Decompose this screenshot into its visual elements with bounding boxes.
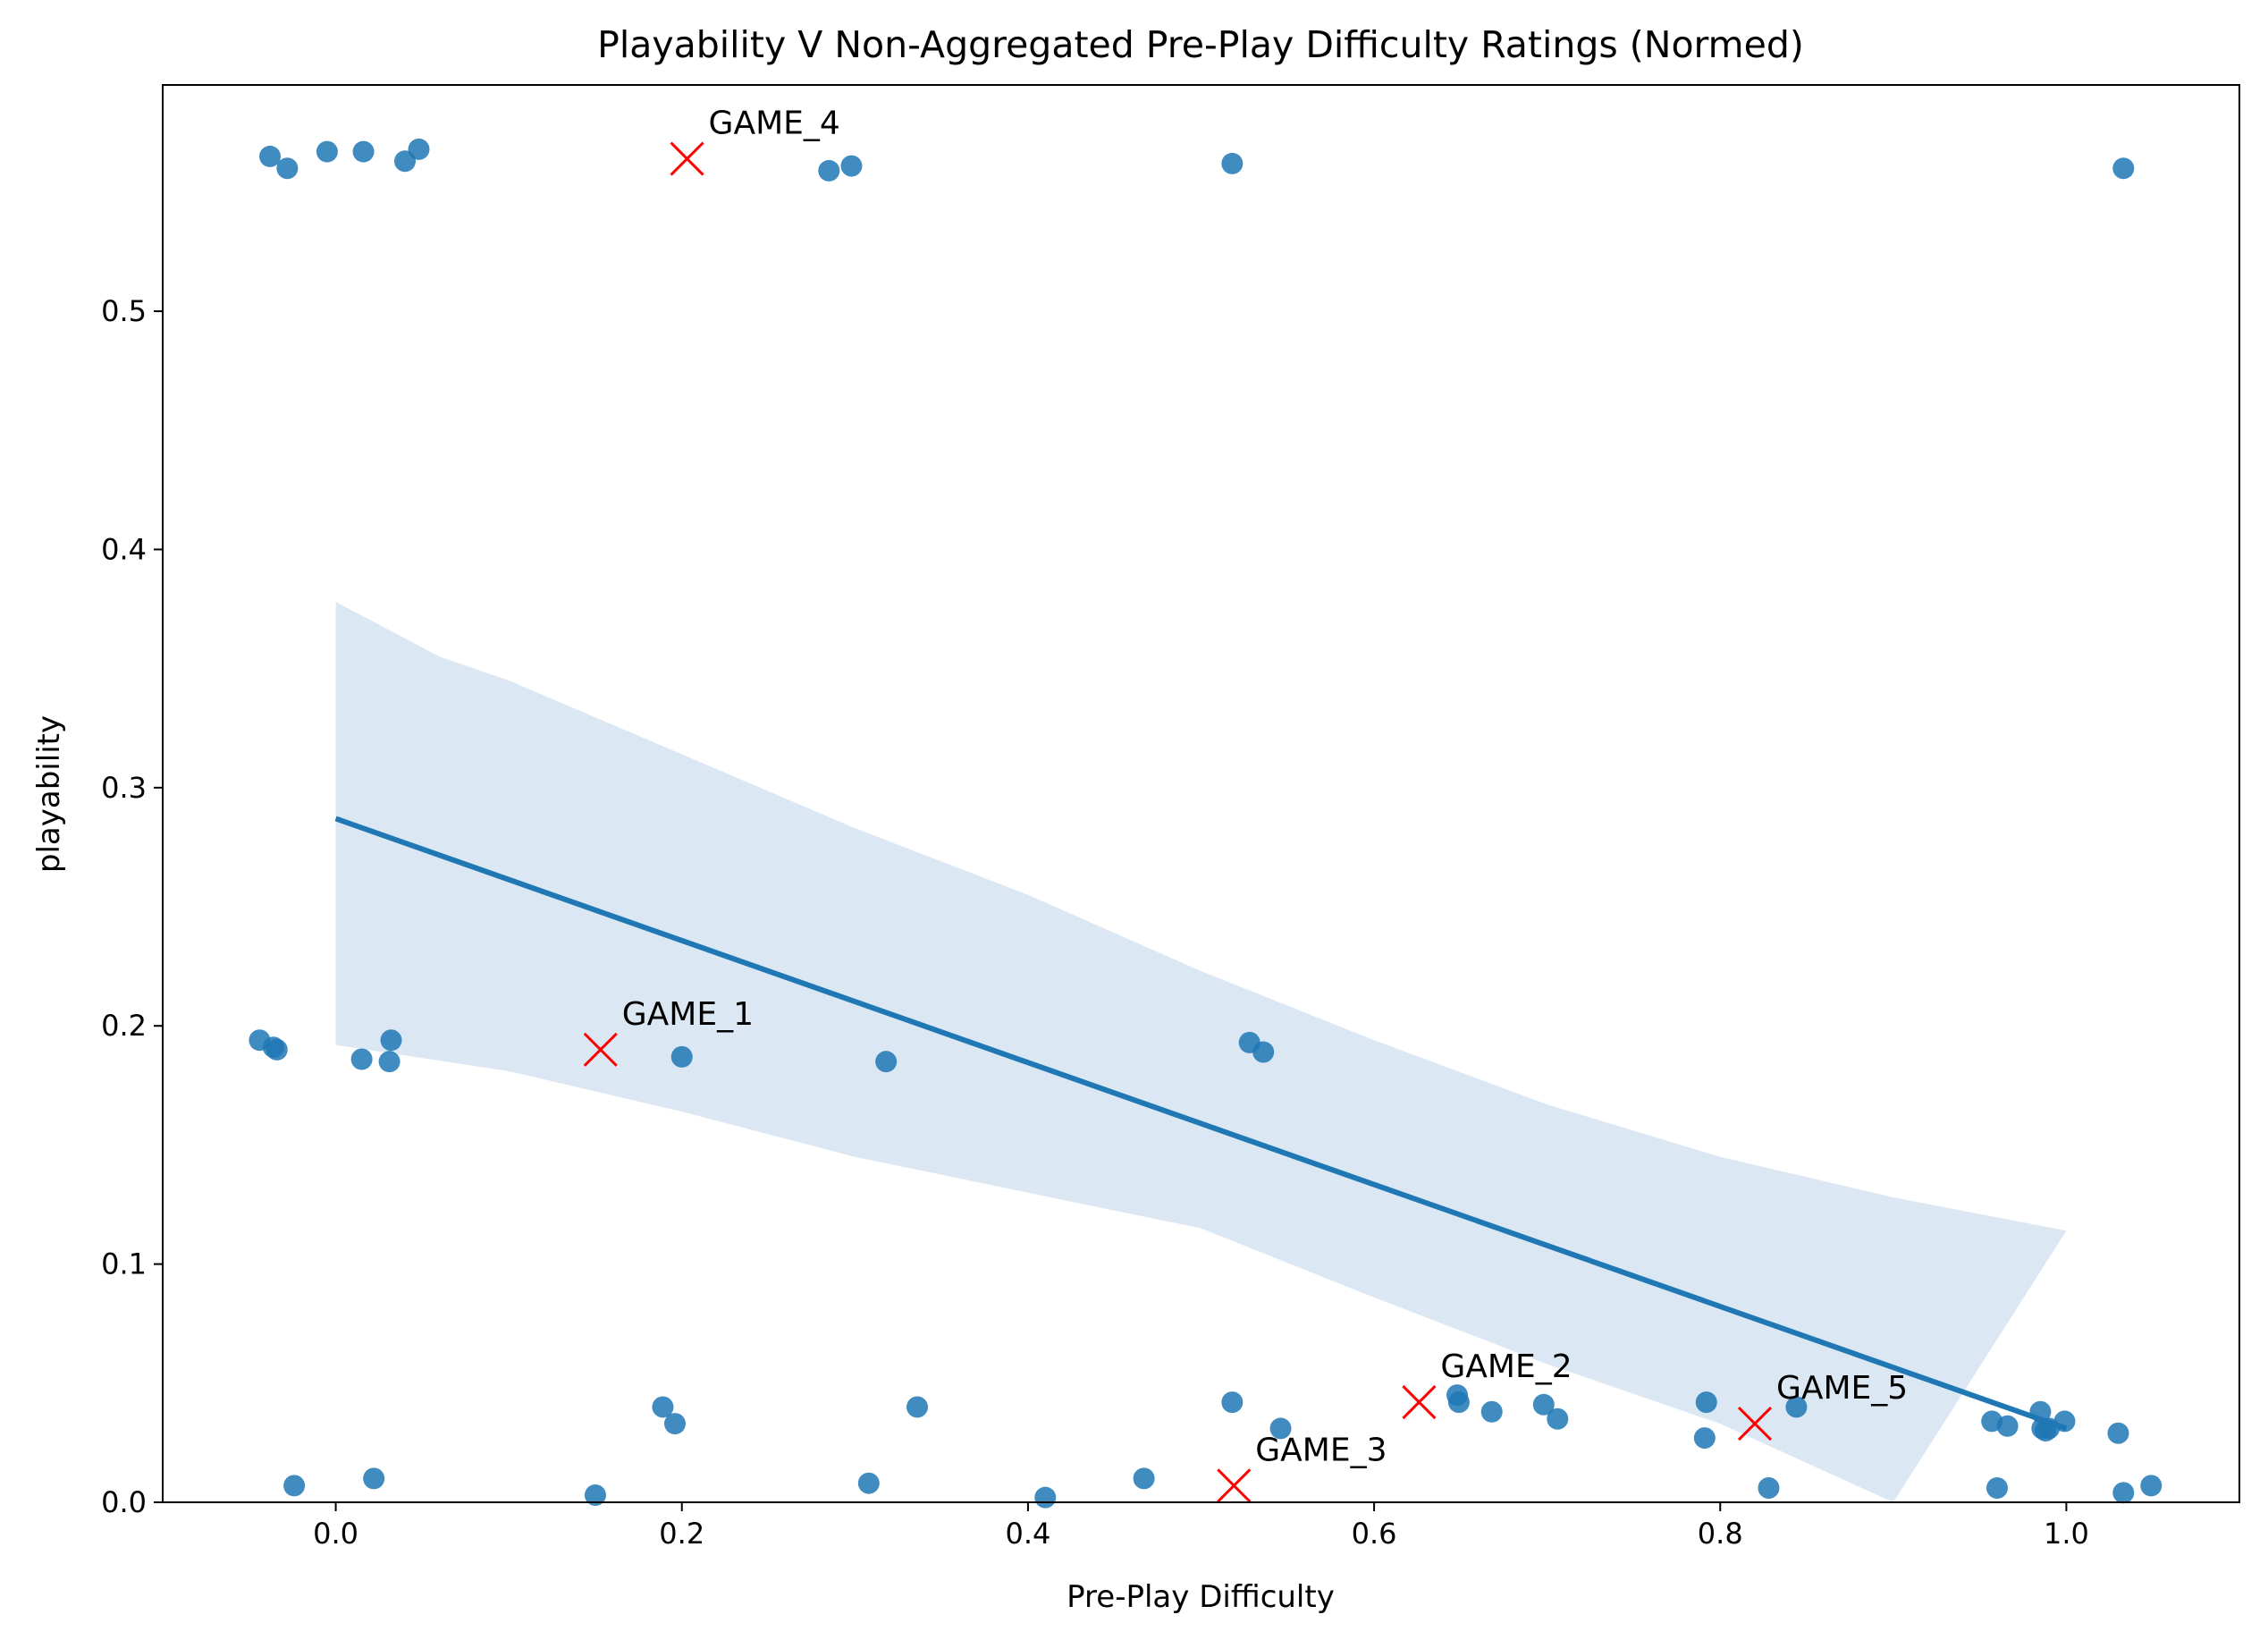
y-tick-label: 0.4 bbox=[101, 532, 147, 566]
axis-ticks-layer: 0.0 0.2 0.4 0.6 0.8 1.0 0.0 0.1 0.2 0.3 0.4 0.5 bbox=[101, 294, 2089, 1551]
data-point bbox=[652, 1396, 674, 1418]
data-point bbox=[283, 1475, 306, 1497]
data-point bbox=[1986, 1477, 2008, 1500]
data-points-layer bbox=[249, 138, 2163, 1509]
regression-line-layer bbox=[334, 816, 2068, 1432]
data-point bbox=[1133, 1467, 1155, 1490]
data-point bbox=[2112, 1482, 2135, 1504]
data-point bbox=[408, 138, 430, 160]
annotations-layer: GAME_1 GAME_2 GAME_3 GAME_4 GAME_5 bbox=[583, 106, 1908, 1503]
x-tick-label: 0.8 bbox=[1698, 1517, 1743, 1551]
data-point bbox=[1785, 1396, 1808, 1418]
data-point bbox=[1221, 1391, 1244, 1414]
data-point bbox=[1269, 1417, 1292, 1440]
x-tick-label: 0.4 bbox=[1005, 1517, 1050, 1551]
data-point bbox=[363, 1467, 385, 1490]
y-tick-label: 0.0 bbox=[101, 1485, 147, 1519]
game-annotation-label: GAME_4 bbox=[709, 106, 840, 142]
data-point bbox=[276, 157, 299, 180]
x-tick-label: 0.6 bbox=[1352, 1517, 1397, 1551]
game-marker-stroke bbox=[1402, 1385, 1437, 1420]
data-point bbox=[380, 1029, 402, 1052]
data-point bbox=[1532, 1393, 1555, 1416]
data-point bbox=[857, 1472, 880, 1494]
game-annotation-label: GAME_2 bbox=[1440, 1348, 1572, 1385]
data-point bbox=[1447, 1391, 1470, 1414]
game-marker-stroke bbox=[1217, 1468, 1252, 1503]
confidence-band bbox=[335, 602, 2067, 1502]
data-point bbox=[664, 1413, 687, 1435]
data-point bbox=[818, 159, 840, 182]
data-point bbox=[2107, 1422, 2129, 1444]
data-point bbox=[1480, 1400, 1503, 1423]
data-point bbox=[1221, 152, 1244, 174]
x-tick-label: 1.0 bbox=[2044, 1517, 2089, 1551]
data-point bbox=[670, 1045, 693, 1068]
y-tick-label: 0.5 bbox=[101, 294, 147, 328]
data-point bbox=[266, 1038, 288, 1061]
game-marker-stroke bbox=[1737, 1407, 1773, 1441]
game-annotation-label: GAME_3 bbox=[1255, 1432, 1387, 1468]
y-tick-label: 0.2 bbox=[101, 1009, 147, 1043]
data-point bbox=[352, 140, 375, 163]
data-point bbox=[1996, 1415, 2019, 1437]
data-point bbox=[1758, 1477, 1780, 1500]
data-point bbox=[2112, 157, 2135, 180]
data-point bbox=[259, 145, 282, 167]
data-point bbox=[378, 1051, 400, 1073]
y-axis-label: playability bbox=[31, 715, 67, 873]
plot-frame bbox=[162, 84, 2240, 1503]
data-point bbox=[1034, 1486, 1057, 1509]
data-point bbox=[1252, 1041, 1275, 1063]
game-marker-stroke bbox=[583, 1032, 618, 1067]
game-annotation-label: GAME_1 bbox=[622, 996, 754, 1033]
data-point bbox=[1547, 1408, 1569, 1430]
data-point bbox=[2140, 1475, 2163, 1497]
data-point bbox=[1693, 1427, 1716, 1450]
x-tick-label: 0.2 bbox=[659, 1517, 704, 1551]
data-point bbox=[1695, 1391, 1717, 1414]
game-annotation-label: GAME_5 bbox=[1776, 1370, 1908, 1407]
confidence-band-layer bbox=[335, 602, 2067, 1502]
data-point bbox=[840, 155, 863, 177]
game-marker-stroke bbox=[670, 141, 704, 176]
x-tick-label: 0.0 bbox=[313, 1517, 358, 1551]
data-point bbox=[350, 1048, 373, 1070]
data-point bbox=[906, 1396, 929, 1418]
regression-line bbox=[334, 816, 2068, 1432]
data-point bbox=[316, 140, 338, 163]
data-point bbox=[584, 1484, 606, 1507]
y-tick-label: 0.3 bbox=[101, 771, 147, 805]
y-tick-label: 0.1 bbox=[101, 1247, 147, 1281]
x-axis-label: Pre-Play Difficulty bbox=[1067, 1579, 1335, 1615]
chart-title: Playability V Non-Aggregated Pre-Play Di… bbox=[597, 23, 1804, 66]
data-point bbox=[875, 1051, 898, 1073]
